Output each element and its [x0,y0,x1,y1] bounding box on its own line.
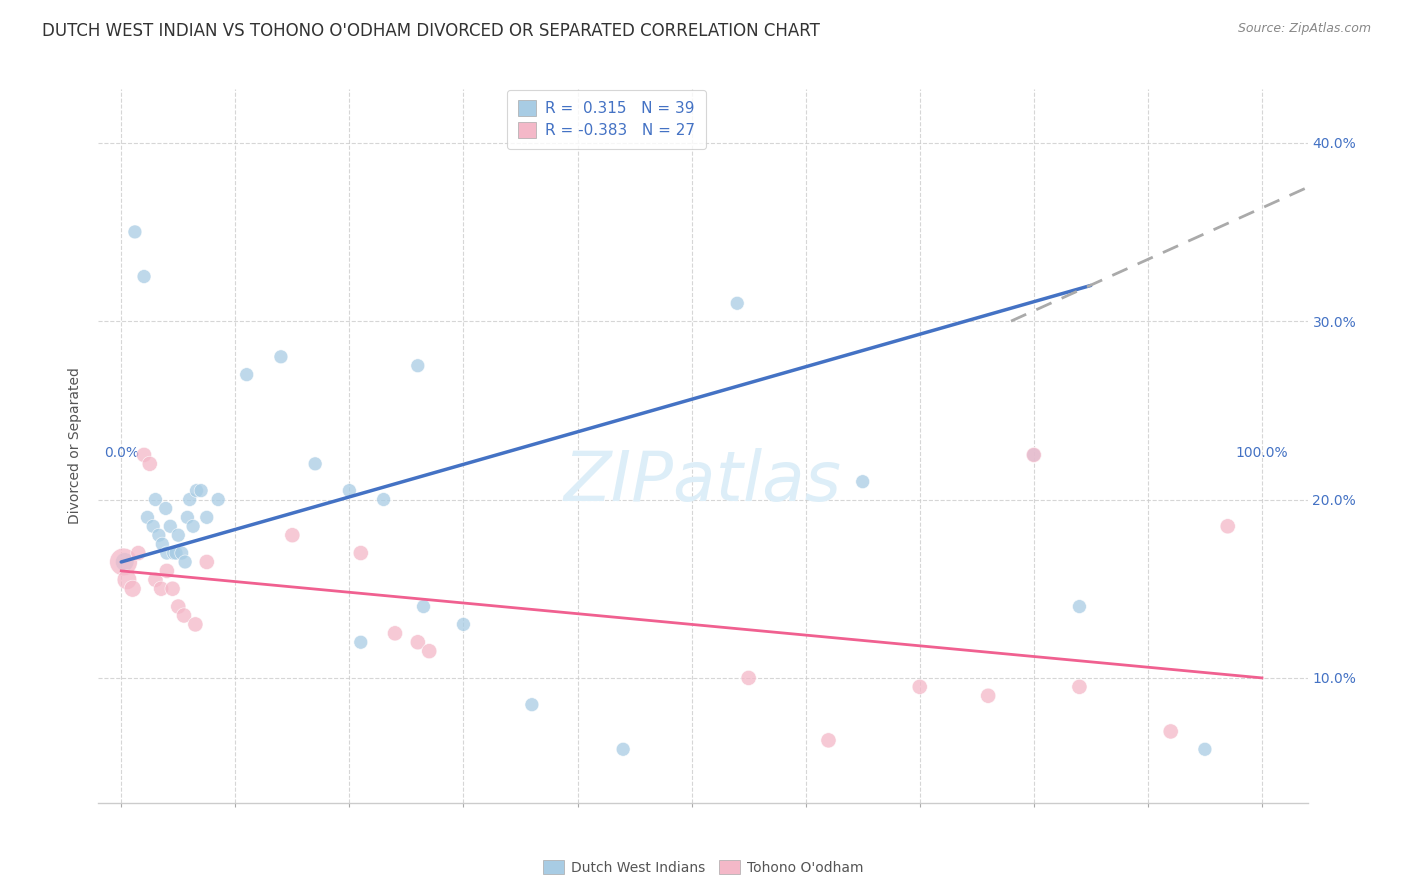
Point [453,617,475,632]
Point [179,492,201,507]
Y-axis label: Divorced or Separated: Divorced or Separated [69,368,83,524]
Point [165,546,187,560]
Point [150,537,173,551]
Point [121,582,143,596]
Point [170,546,193,560]
Point [156,546,179,560]
Point [1194,742,1216,756]
Point [195,555,218,569]
Point [817,733,839,747]
Point [406,635,429,649]
Point [190,483,212,498]
Point [725,296,748,310]
Point [145,573,167,587]
Point [156,564,179,578]
Point [155,501,177,516]
Point [163,546,186,560]
Point [167,599,190,614]
Text: Source: ZipAtlas.com: Source: ZipAtlas.com [1237,22,1371,36]
Legend: R =  0.315   N = 39, R = -0.383   N = 27: R = 0.315 N = 39, R = -0.383 N = 27 [506,90,706,149]
Point [350,546,373,560]
Point [1022,448,1045,462]
Point [127,546,149,560]
Point [162,582,184,596]
Point [737,671,759,685]
Point [304,457,326,471]
Point [235,368,257,382]
Point [181,519,204,533]
Point [195,510,218,524]
Point [281,528,304,542]
Point [852,475,875,489]
Point [114,555,136,569]
Point [977,689,1000,703]
Text: ZIPatlas: ZIPatlas [564,448,842,516]
Point [132,448,155,462]
Point [167,528,190,542]
Point [1022,448,1045,462]
Point [207,492,229,507]
Point [1160,724,1182,739]
Point [136,510,159,524]
Point [373,492,395,507]
Point [150,582,173,596]
Point [406,359,429,373]
Point [139,457,162,471]
Point [384,626,406,640]
Text: 100.0%: 100.0% [1236,446,1288,460]
Point [1216,519,1239,533]
Point [112,555,135,569]
Point [412,599,434,614]
Point [418,644,440,658]
Point [186,483,208,498]
Point [142,519,165,533]
Text: 0.0%: 0.0% [104,446,139,460]
Point [337,483,360,498]
Point [176,510,198,524]
Point [145,492,167,507]
Point [270,350,292,364]
Point [115,573,138,587]
Point [173,608,195,623]
Point [159,519,181,533]
Point [174,555,197,569]
Point [132,269,155,284]
Point [612,742,634,756]
Point [908,680,931,694]
Point [124,225,146,239]
Point [1069,680,1091,694]
Point [184,617,207,632]
Text: DUTCH WEST INDIAN VS TOHONO O'ODHAM DIVORCED OR SEPARATED CORRELATION CHART: DUTCH WEST INDIAN VS TOHONO O'ODHAM DIVO… [42,22,820,40]
Point [350,635,373,649]
Point [520,698,543,712]
Point [148,528,170,542]
Point [1069,599,1091,614]
Legend: Dutch West Indians, Tohono O'odham: Dutch West Indians, Tohono O'odham [537,855,869,880]
